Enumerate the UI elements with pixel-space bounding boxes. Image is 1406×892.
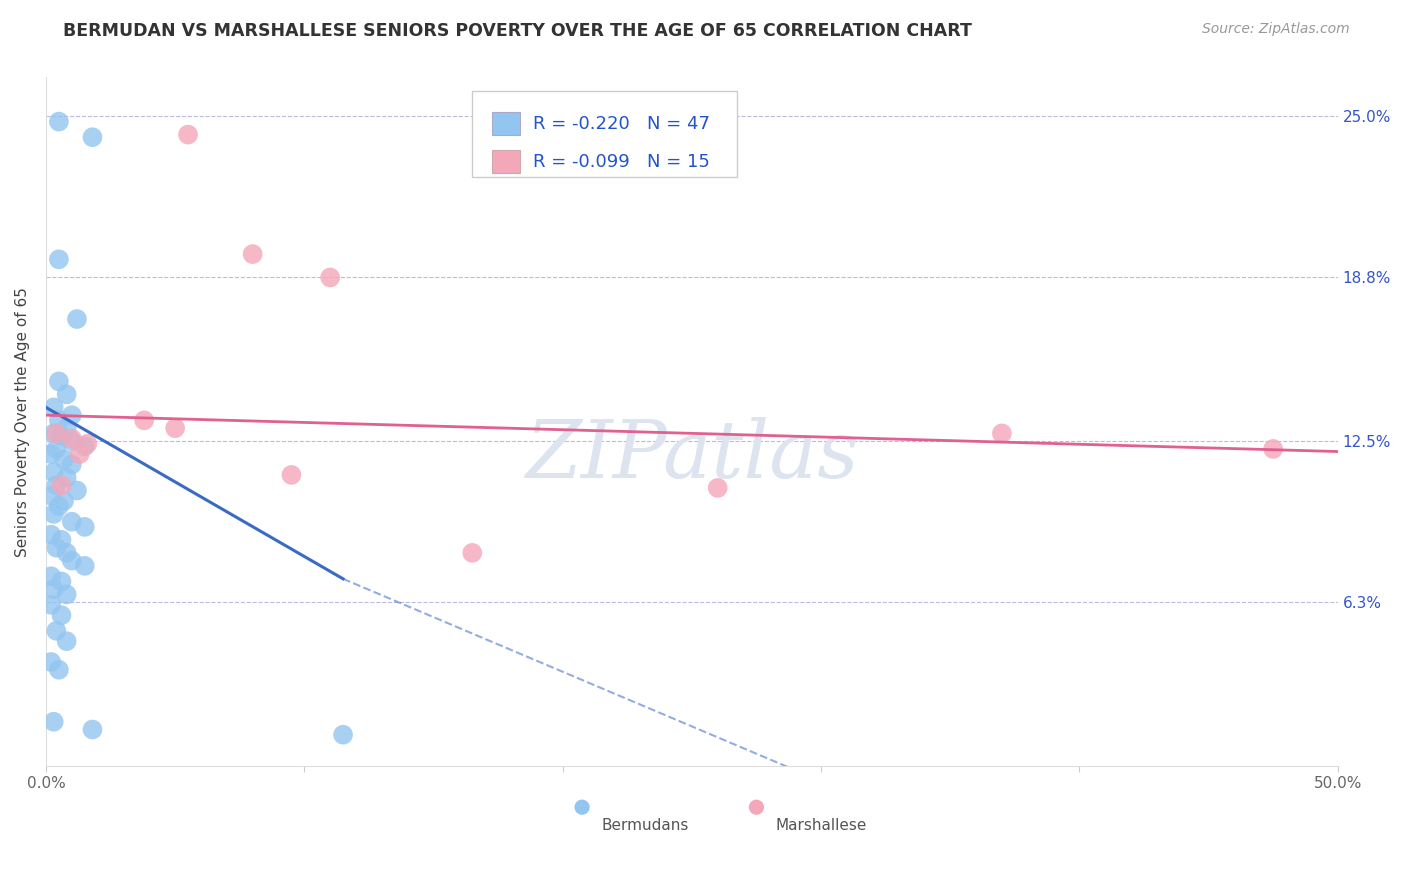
Point <box>53 494 76 508</box>
Point <box>73 439 96 453</box>
Point <box>76 436 98 450</box>
Point <box>73 558 96 573</box>
Point <box>461 546 484 560</box>
Point <box>51 608 73 623</box>
Text: Source: ZipAtlas.com: Source: ZipAtlas.com <box>1202 22 1350 37</box>
Point <box>48 499 70 513</box>
Point <box>55 587 77 601</box>
Point <box>48 114 70 128</box>
Point <box>60 408 83 422</box>
Text: BERMUDAN VS MARSHALLESE SENIORS POVERTY OVER THE AGE OF 65 CORRELATION CHART: BERMUDAN VS MARSHALLESE SENIORS POVERTY … <box>63 22 972 40</box>
Point <box>55 546 77 560</box>
Point <box>48 375 70 389</box>
Point <box>73 520 96 534</box>
Bar <box>492 112 520 136</box>
Point <box>280 467 302 482</box>
Point <box>45 426 67 441</box>
Text: R = -0.220   N = 47: R = -0.220 N = 47 <box>533 115 710 133</box>
Y-axis label: Seniors Poverty Over the Age of 65: Seniors Poverty Over the Age of 65 <box>15 286 30 557</box>
Point <box>69 447 91 461</box>
Point <box>66 312 89 326</box>
Point <box>53 452 76 467</box>
Point <box>332 728 354 742</box>
Text: ZIPatlas: ZIPatlas <box>524 417 859 495</box>
Point <box>55 387 77 401</box>
Point <box>55 470 77 484</box>
Point <box>48 413 70 427</box>
Point <box>48 252 70 267</box>
Point <box>82 130 104 145</box>
Bar <box>492 150 520 173</box>
Point <box>60 515 83 529</box>
FancyBboxPatch shape <box>472 91 737 178</box>
Point <box>39 527 62 541</box>
Point <box>45 442 67 456</box>
Point <box>165 421 187 435</box>
Point <box>60 432 83 446</box>
Point <box>51 429 73 443</box>
Text: Marshallese: Marshallese <box>776 818 868 832</box>
Point <box>60 434 83 449</box>
Point <box>42 507 65 521</box>
Point <box>45 541 67 555</box>
Point <box>51 533 73 547</box>
Point <box>45 624 67 638</box>
Point <box>60 458 83 472</box>
Point <box>51 574 73 589</box>
Point <box>39 447 62 461</box>
Point <box>319 270 342 285</box>
Point <box>42 426 65 441</box>
Point <box>51 478 73 492</box>
Point <box>55 421 77 435</box>
Point <box>1263 442 1285 456</box>
Point <box>134 413 156 427</box>
Point <box>177 128 200 142</box>
Point <box>45 478 67 492</box>
Point <box>42 401 65 415</box>
Point <box>42 466 65 480</box>
Point <box>60 554 83 568</box>
Point <box>42 714 65 729</box>
Point <box>39 569 62 583</box>
Point <box>82 723 104 737</box>
Point <box>991 426 1014 441</box>
Point <box>242 247 264 261</box>
Text: R = -0.099   N = 15: R = -0.099 N = 15 <box>533 153 710 171</box>
Point <box>706 481 728 495</box>
Point <box>39 655 62 669</box>
Point <box>48 663 70 677</box>
Point <box>39 598 62 612</box>
Point <box>55 634 77 648</box>
Point <box>42 582 65 597</box>
Text: Bermudans: Bermudans <box>602 818 689 832</box>
Point <box>39 489 62 503</box>
Point <box>66 483 89 498</box>
